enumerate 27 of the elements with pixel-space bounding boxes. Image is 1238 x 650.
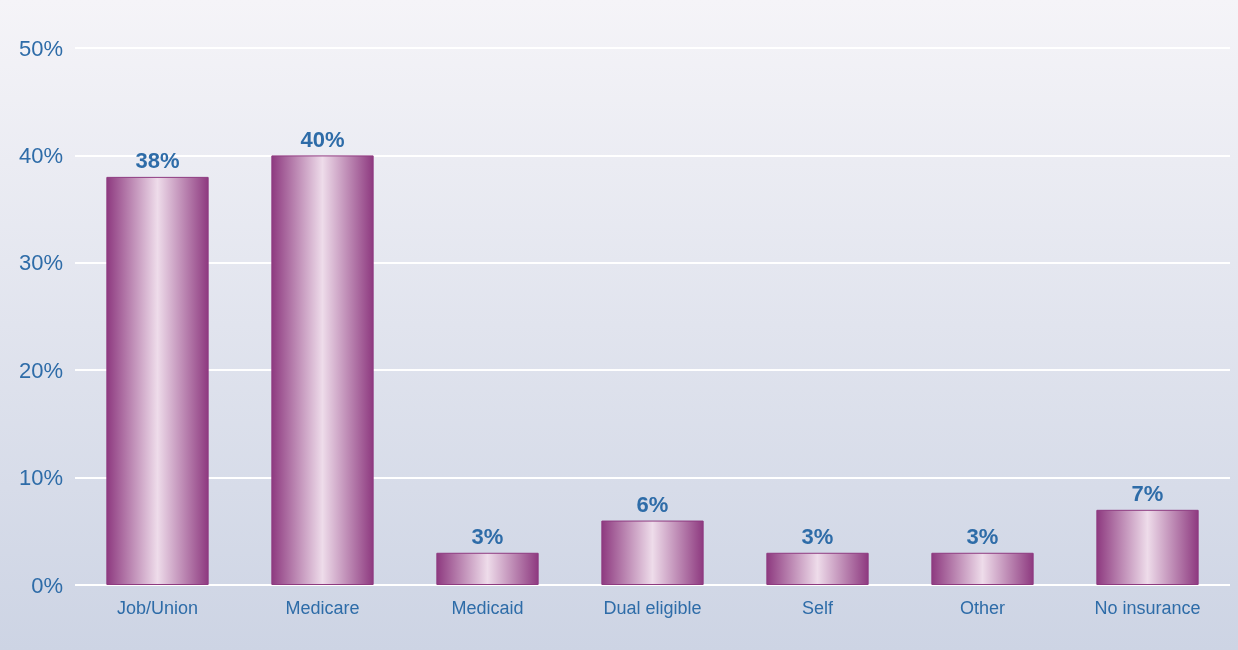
x-tick-label: No insurance <box>1094 598 1201 618</box>
bar <box>271 155 374 585</box>
x-tick-label: Other <box>959 598 1006 618</box>
data-label: 6% <box>636 492 669 518</box>
y-tick-label: 30% <box>18 250 63 276</box>
bar <box>766 552 869 585</box>
y-tick-label: 0% <box>31 572 63 598</box>
y-tick-label: 20% <box>18 357 63 383</box>
y-tick-label: 10% <box>18 465 63 491</box>
bar <box>106 176 209 585</box>
y-tick-label: 50% <box>18 35 63 61</box>
y-tick-label: 40% <box>18 142 63 168</box>
x-tick-label: Medicare <box>285 598 360 618</box>
x-tick-label: Job/Union <box>116 598 199 618</box>
data-label: 3% <box>801 524 834 550</box>
bar <box>436 552 539 585</box>
bar <box>1096 509 1199 585</box>
bar <box>931 552 1034 585</box>
x-tick-label: Medicaid <box>451 598 524 618</box>
x-tick-label: Dual eligible <box>603 598 702 618</box>
bar <box>601 520 704 585</box>
data-label: 7% <box>1131 481 1164 507</box>
data-label: 38% <box>135 148 180 174</box>
x-tick-label: Self <box>801 598 834 618</box>
data-label: 3% <box>471 524 504 550</box>
data-label: 40% <box>300 126 345 152</box>
data-label: 3% <box>966 524 999 550</box>
